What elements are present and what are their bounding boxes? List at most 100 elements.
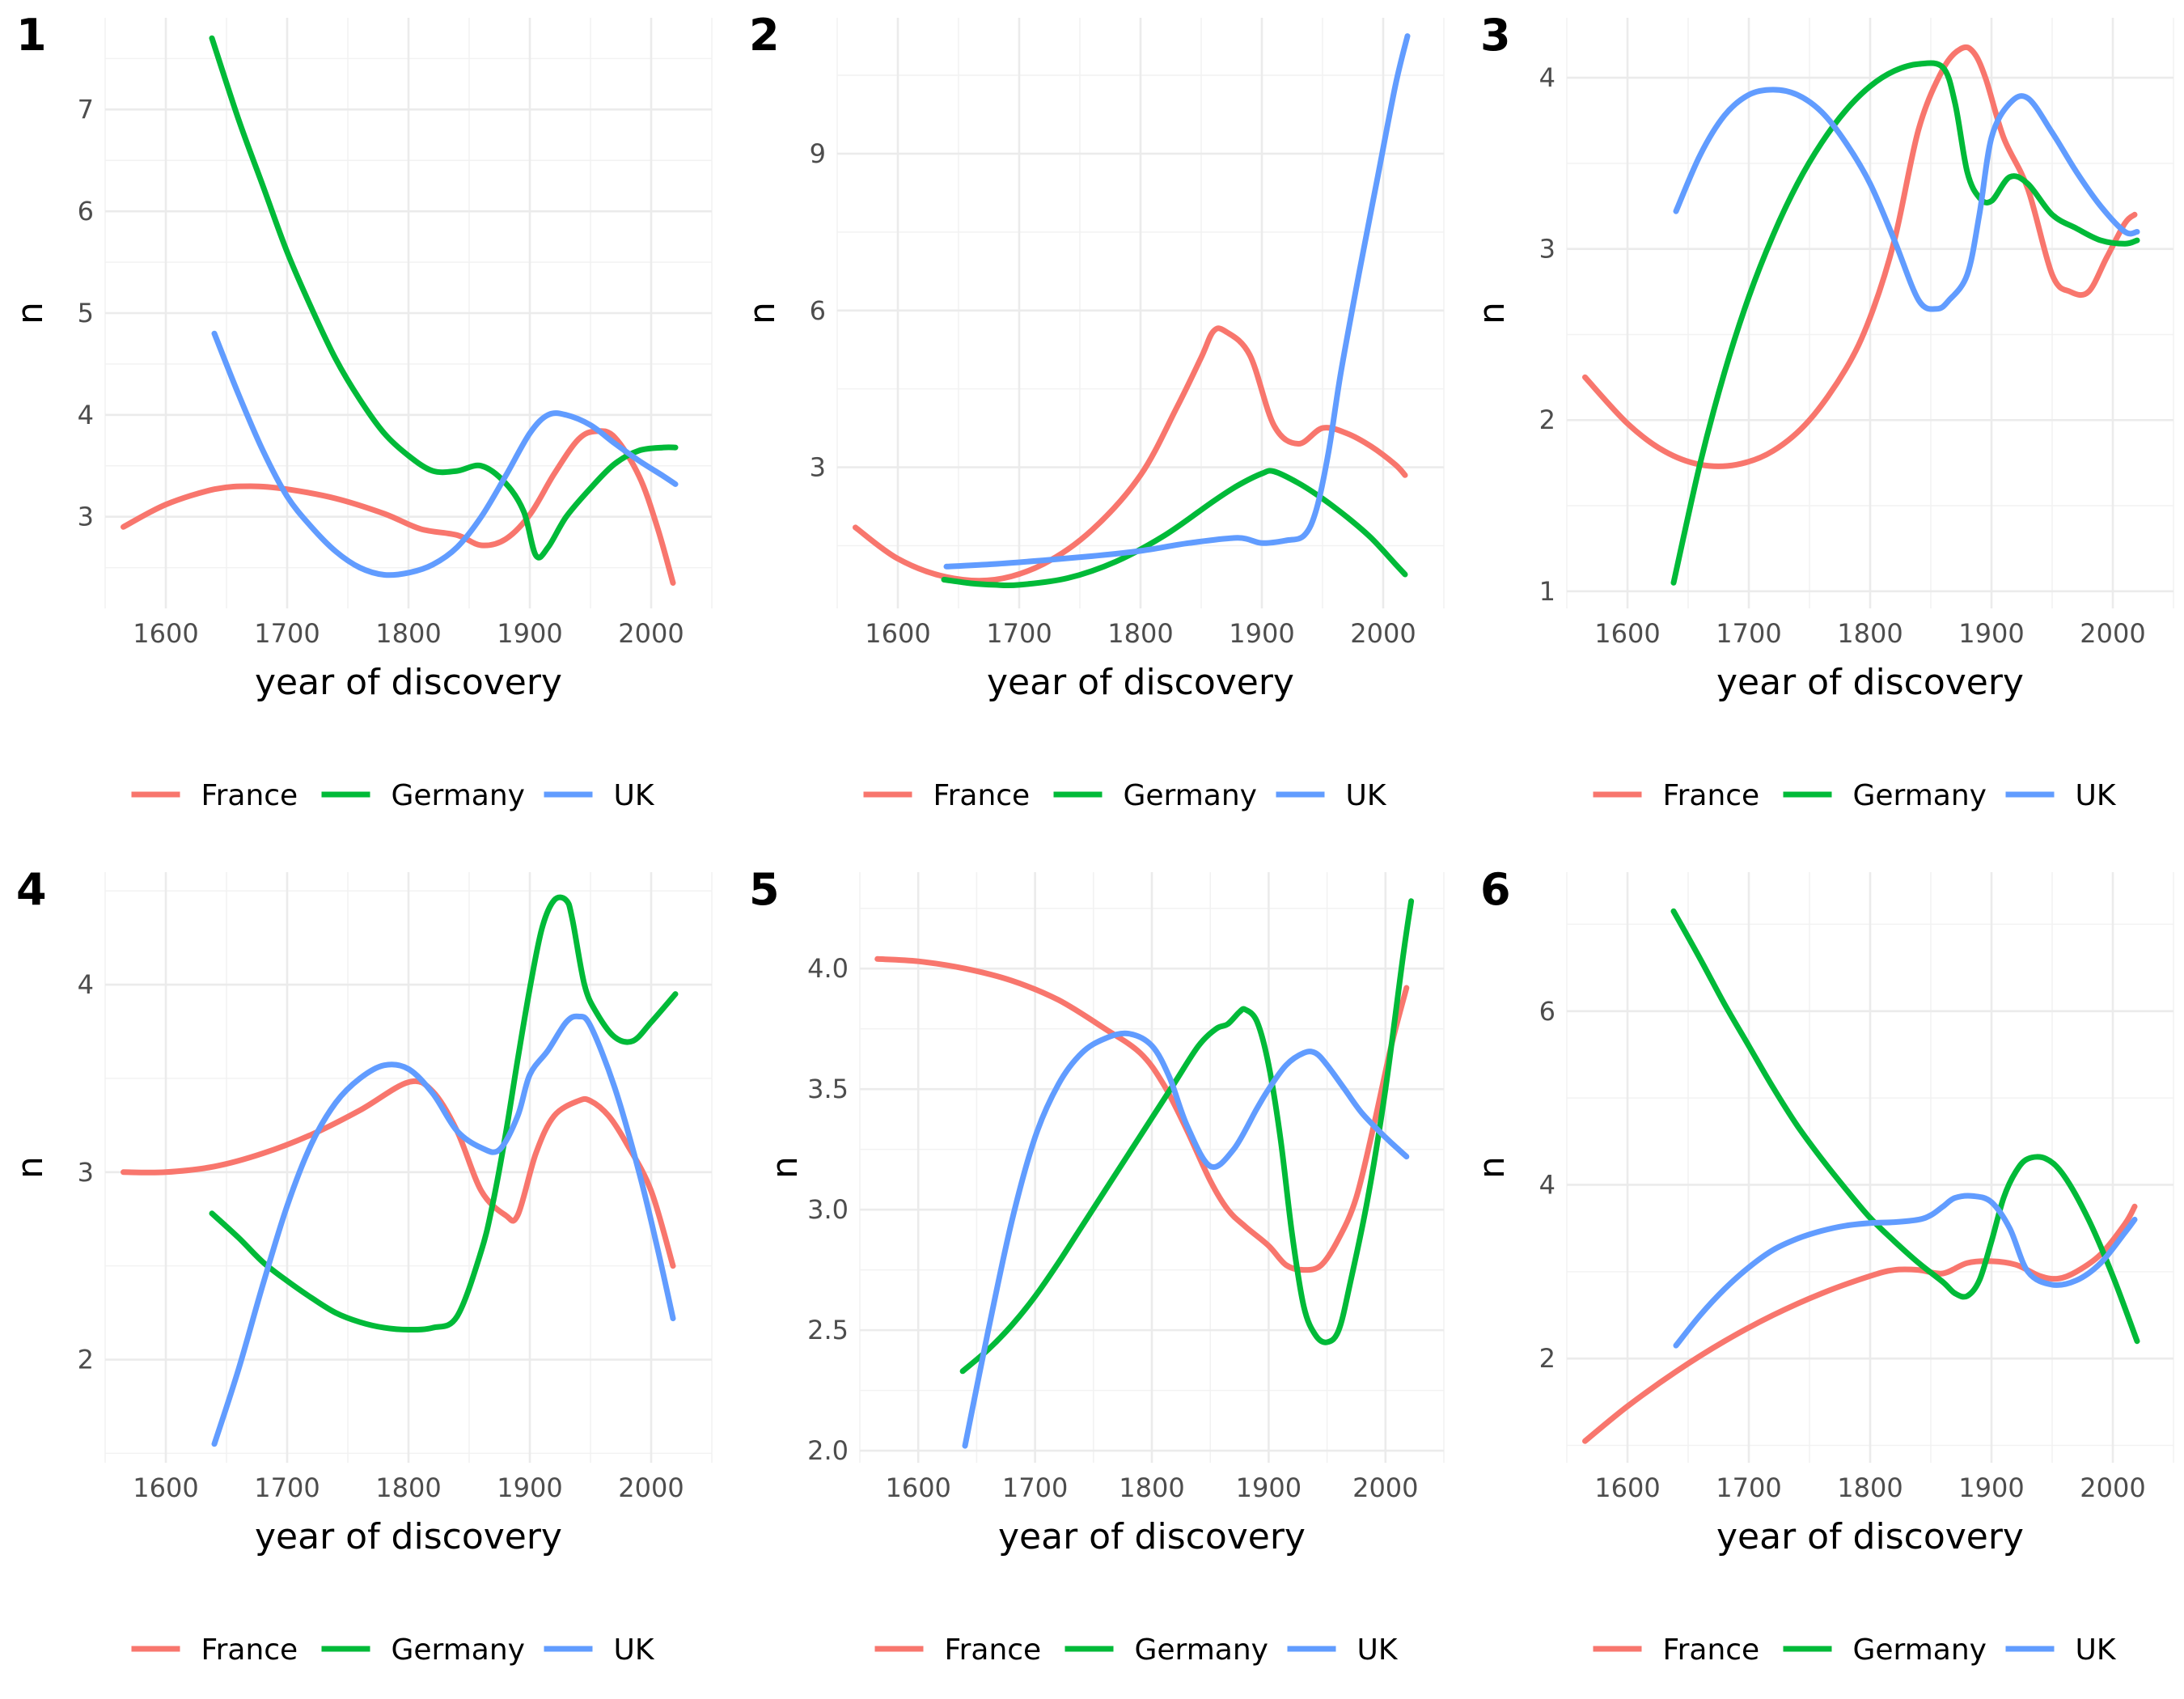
x-tick-label: 1800 [1837, 1472, 1903, 1503]
x-tick-label: 1600 [133, 618, 198, 649]
legend-label-uk: UK [2076, 779, 2117, 812]
legend-label-uk: UK [614, 1633, 655, 1667]
y-tick-label: 7 [78, 94, 94, 125]
x-tick-label: 1800 [1837, 618, 1903, 649]
series-line-germany [959, 898, 1415, 1375]
y-tick-label: 6 [78, 196, 94, 227]
legend-label-uk: UK [1357, 1633, 1399, 1667]
x-tick-label: 1700 [1002, 1472, 1068, 1503]
y-tick-label: 4 [78, 969, 94, 1000]
series-line-germany [1670, 60, 2140, 586]
legend-label-france: France [933, 779, 1031, 812]
series-line-uk [211, 330, 679, 578]
panel-label: 3 [1480, 10, 1511, 61]
legend-label-uk: UK [2076, 1633, 2117, 1667]
x-axis-title: year of discovery [1716, 662, 2024, 703]
x-tick-label: 1600 [865, 618, 930, 649]
x-tick-label: 1900 [1958, 1472, 2024, 1503]
x-tick-label: 2000 [1350, 618, 1416, 649]
legend: France Germany UK [1593, 779, 2117, 812]
x-tick-label: 2000 [618, 618, 684, 649]
x-axis-title: year of discovery [998, 1516, 1306, 1557]
y-tick-label: 6 [810, 295, 826, 326]
y-tick-label: 2.5 [807, 1315, 849, 1345]
series-line-uk [1673, 87, 2140, 312]
x-tick-label: 2000 [618, 1472, 684, 1503]
series-line-france [874, 955, 1410, 1273]
legend: France Germany UK [131, 779, 655, 812]
legend-label-uk: UK [614, 779, 655, 812]
y-axis-title: n [1471, 1156, 1513, 1179]
chart-panel-2: 1600 1700 1800 1900 2000 3 6 9 year of discovery… [742, 10, 1445, 812]
series-line-france [121, 428, 676, 586]
panel-label: 2 [749, 10, 780, 61]
series-line-uk [943, 33, 1411, 570]
x-tick-label: 2000 [2080, 618, 2145, 649]
x-tick-label: 1700 [254, 618, 320, 649]
y-axis-title: n [10, 1156, 51, 1179]
y-axis-title: n [764, 1156, 806, 1179]
panel-label: 1 [16, 10, 47, 61]
chart-panel-5: 1600 1700 1800 1900 2000 2.0 2.5 3.0 3.5 4.0 year … [749, 864, 1445, 1667]
x-tick-label: 1900 [497, 1472, 562, 1503]
y-tick-label: 3 [78, 502, 94, 532]
series-line-france [1582, 1203, 2138, 1444]
legend-label-germany: Germany [392, 1633, 525, 1667]
y-tick-label: 3.0 [807, 1194, 849, 1225]
y-tick-label: 2 [78, 1345, 94, 1375]
y-tick-label: 9 [810, 138, 826, 169]
y-tick-label: 3 [78, 1157, 94, 1188]
x-tick-label: 1700 [1716, 618, 1781, 649]
x-tick-label: 1600 [885, 1472, 950, 1503]
legend: France Germany UK [1593, 1633, 2117, 1667]
y-tick-label: 3 [810, 452, 826, 483]
y-tick-label: 2 [1539, 1343, 1555, 1374]
y-tick-label: 3 [1539, 234, 1555, 265]
x-tick-label: 1900 [497, 618, 562, 649]
legend-label-france: France [201, 1633, 298, 1667]
legend-label-uk: UK [1346, 779, 1387, 812]
y-axis-title: n [1471, 302, 1513, 324]
y-axis-title: n [10, 302, 51, 324]
x-tick-label: 1800 [375, 618, 441, 649]
x-tick-label: 1700 [986, 618, 1052, 649]
x-axis-title: year of discovery [255, 1516, 562, 1557]
legend: France Germany UK [874, 1633, 1399, 1667]
legend-label-germany: Germany [1135, 1633, 1268, 1667]
y-tick-label: 5 [78, 298, 94, 328]
x-tick-label: 1900 [1229, 618, 1294, 649]
x-tick-label: 1600 [1594, 1472, 1660, 1503]
series-line-germany [209, 35, 679, 561]
series-line-france [853, 325, 1408, 584]
legend-label-france: France [201, 779, 298, 812]
chart-panel-6: 1600 1700 1800 1900 2000 2 4 6 year of discovery… [1471, 864, 2174, 1667]
legend: France Germany UK [131, 1633, 655, 1667]
series-line-uk [1673, 1193, 2138, 1349]
x-axis-title: year of discovery [1716, 1516, 2024, 1557]
x-tick-label: 2000 [1352, 1472, 1418, 1503]
series-line-germany [1670, 908, 2140, 1345]
panel-label: 5 [749, 864, 780, 915]
x-tick-label: 1800 [1107, 618, 1173, 649]
y-tick-label: 6 [1539, 996, 1555, 1027]
y-tick-label: 2.0 [807, 1435, 849, 1466]
panel-label: 4 [16, 864, 47, 915]
legend: France Germany UK [863, 779, 1387, 812]
legend-label-germany: Germany [1853, 1633, 1987, 1667]
y-tick-label: 3.5 [807, 1074, 849, 1104]
y-tick-label: 2 [1539, 405, 1555, 435]
legend-label-germany: Germany [392, 779, 525, 812]
series-line-germany [209, 894, 679, 1333]
y-tick-label: 4 [1539, 1169, 1555, 1200]
x-tick-label: 2000 [2080, 1472, 2145, 1503]
legend-label-germany: Germany [1853, 779, 1987, 812]
x-tick-label: 1900 [1236, 1472, 1302, 1503]
legend-label-france: France [945, 1633, 1042, 1667]
chart-panel-1: 1600 1700 1800 1900 2000 3 4 5 6 7 year of discove… [10, 10, 713, 812]
x-tick-label: 1600 [133, 1472, 198, 1503]
x-axis-title: year of discovery [255, 662, 562, 703]
x-axis-title: year of discovery [987, 662, 1294, 703]
x-tick-label: 1800 [1119, 1472, 1184, 1503]
